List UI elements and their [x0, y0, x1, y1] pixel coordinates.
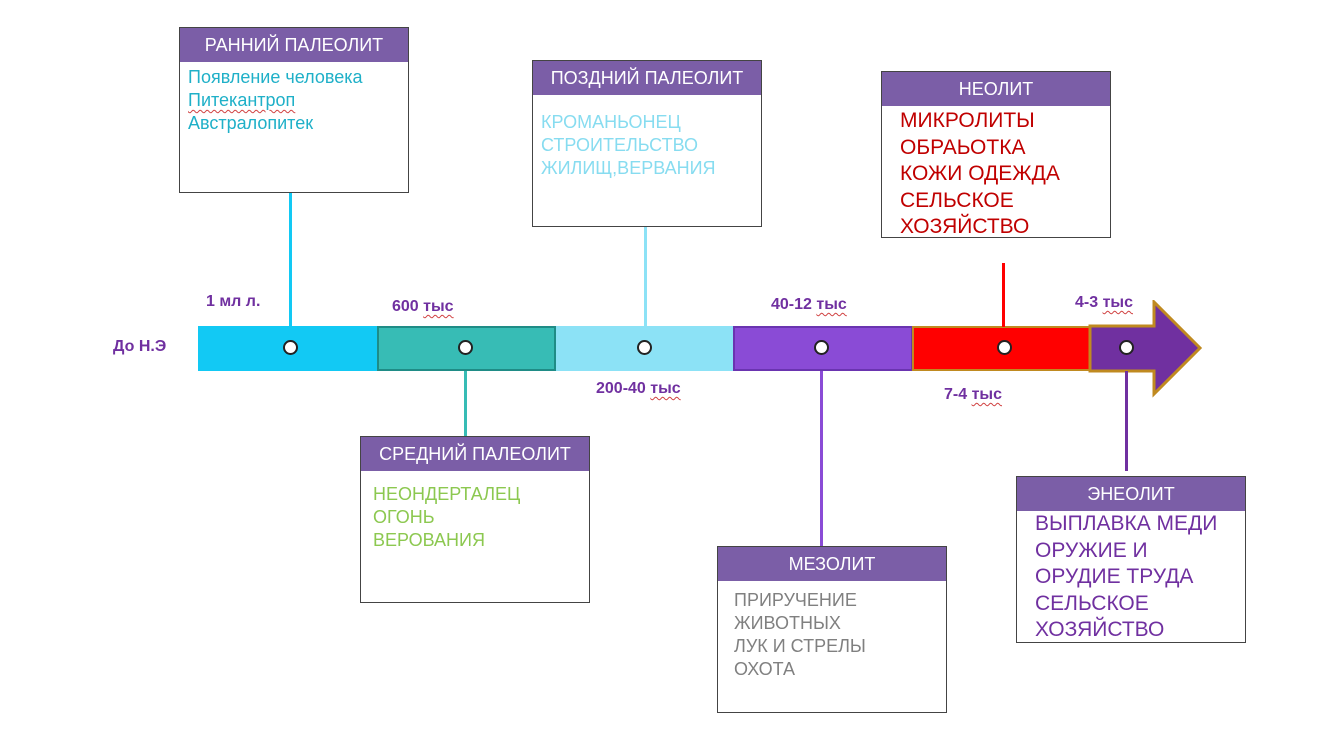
date-label-middle: 600 тыс [392, 298, 454, 315]
period-line: ОХОТА [734, 659, 796, 679]
period-box-eneolithic: ЭНЕОЛИТ ВЫПЛАВКА МЕДИ ОРУЖИЕ И ОРУДИЕ ТР… [1016, 476, 1246, 643]
timeline-marker-mesolithic [814, 340, 829, 355]
period-title: СРЕДНИЙ ПАЛЕОЛИТ [361, 437, 589, 471]
period-title: РАННИЙ ПАЛЕОЛИТ [180, 28, 408, 62]
date-label-eneolithic: 4-3 тыс [1075, 294, 1133, 311]
period-line: Питекантроп [188, 90, 296, 110]
period-description: ПРИРУЧЕНИЕ ЖИВОТНЫХ ЛУК И СТРЕЛЫ ОХОТА [718, 581, 946, 681]
stem-neolithic [1002, 263, 1005, 327]
timeline-marker-neolithic [997, 340, 1012, 355]
period-box-middle-paleolithic: СРЕДНИЙ ПАЛЕОЛИТ НЕОНДЕРТАЛЕЦ ОГОНЬ ВЕРО… [360, 436, 590, 603]
date-label-mesolithic: 40-12 тыс [771, 296, 847, 313]
period-line: ЛУК И СТРЕЛЫ [734, 636, 866, 656]
period-title: НЕОЛИТ [882, 72, 1110, 106]
period-box-mesolithic: МЕЗОЛИТ ПРИРУЧЕНИЕ ЖИВОТНЫХ ЛУК И СТРЕЛЫ… [717, 546, 947, 713]
date-label-early: 1 мл л. [206, 293, 261, 310]
date-label-neolithic: 7-4 тыс [944, 386, 1002, 403]
period-line: ЖИЛИЩ,ВЕРВАНИЯ [541, 158, 716, 178]
period-line: ВЕРОВАНИЯ [373, 530, 485, 550]
period-line: КРОМАНЬОНЕЦ [541, 112, 681, 132]
period-line: ОБРАЬОТКА [900, 135, 1026, 159]
period-line: Появление человека [188, 67, 363, 87]
stem-early [289, 190, 292, 328]
period-line: ОРУДИЕ ТРУДА [1035, 565, 1194, 588]
period-title: ЭНЕОЛИТ [1017, 477, 1245, 511]
timeline-marker-middle [458, 340, 473, 355]
era-label: До Н.Э [113, 338, 167, 355]
period-line: ХОЗЯЙСТВО [900, 215, 1030, 238]
stem-middle [464, 371, 467, 437]
period-description: ВЫПЛАВКА МЕДИ ОРУЖИЕ И ОРУДИЕ ТРУДА СЕЛЬ… [1017, 511, 1245, 644]
period-line: ЖИВОТНЫХ [734, 613, 841, 633]
timeline-arrow-head [1088, 300, 1203, 398]
period-title: ПОЗДНИЙ ПАЛЕОЛИТ [533, 61, 761, 95]
period-description: НЕОНДЕРТАЛЕЦ ОГОНЬ ВЕРОВАНИЯ [361, 471, 589, 552]
period-description: МИКРОЛИТЫ ОБРАЬОТКА КОЖИ ОДЕЖДА СЕЛЬСКОЕ… [882, 106, 1110, 241]
period-title: МЕЗОЛИТ [718, 547, 946, 581]
timeline-marker-late [637, 340, 652, 355]
timeline-marker-eneolithic [1119, 340, 1134, 355]
stem-mesolithic [820, 371, 823, 546]
period-line: МИКРОЛИТЫ [900, 109, 1035, 132]
period-description: КРОМАНЬОНЕЦ СТРОИТЕЛЬСТВО ЖИЛИЩ,ВЕРВАНИЯ [533, 95, 761, 180]
period-line: НЕОНДЕРТАЛЕЦ [373, 484, 521, 504]
timeline-marker-early [283, 340, 298, 355]
period-line: ОРУЖИЕ И [1035, 538, 1148, 562]
period-line: ХОЗЯЙСТВО [1035, 618, 1165, 641]
period-line: КОЖИ ОДЕЖДА [900, 162, 1060, 185]
period-line: СТРОИТЕЛЬСТВО [541, 135, 698, 155]
date-label-late: 200-40 тыс [596, 380, 681, 397]
stem-eneolithic [1125, 371, 1128, 471]
period-line: Австралопитек [188, 113, 314, 133]
period-line: ВЫПЛАВКА МЕДИ [1035, 512, 1218, 535]
period-line: СЕЛЬСКОЕ [1035, 591, 1149, 615]
stem-late [644, 227, 647, 327]
period-line: ОГОНЬ [373, 507, 435, 527]
period-box-neolithic: НЕОЛИТ МИКРОЛИТЫ ОБРАЬОТКА КОЖИ ОДЕЖДА С… [881, 71, 1111, 238]
period-line: СЕЛЬСКОЕ [900, 188, 1014, 212]
period-line: ПРИРУЧЕНИЕ [734, 590, 857, 610]
period-description: Появление человека Питекантроп Австралоп… [180, 62, 408, 135]
period-box-late-paleolithic: ПОЗДНИЙ ПАЛЕОЛИТ КРОМАНЬОНЕЦ СТРОИТЕЛЬСТ… [532, 60, 762, 227]
period-box-early-paleolithic: РАННИЙ ПАЛЕОЛИТ Появление человека Питек… [179, 27, 409, 193]
